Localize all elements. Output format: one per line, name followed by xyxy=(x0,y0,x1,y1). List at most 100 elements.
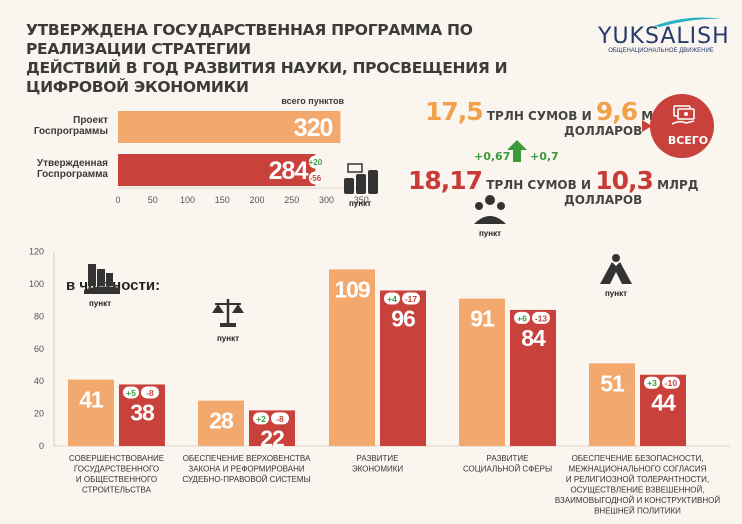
y-tick-label: 20 xyxy=(34,409,44,419)
icon-label: пункт xyxy=(349,199,371,208)
summary-unit: ДОЛЛАРОВ xyxy=(564,193,643,207)
logo-swoosh-icon xyxy=(654,17,722,27)
x-tick-label: 150 xyxy=(215,195,230,205)
category-label: ОБЕСПЕЧЕНИЕ БЕЗОПАСНОСТИ, xyxy=(572,454,704,463)
change-minus-bubble xyxy=(308,171,322,185)
up-arrow-icon xyxy=(507,140,527,162)
bar-value-label: 96 xyxy=(391,305,415,331)
category-label: СОЦИАЛЬНОЙ СФЕРЫ xyxy=(463,465,552,474)
x-tick-label: 250 xyxy=(284,195,299,205)
icon-label: пункт xyxy=(217,334,239,343)
change-minus-bubble xyxy=(662,376,680,389)
bar-project xyxy=(329,269,375,446)
x-tick-label: 200 xyxy=(249,195,264,205)
category-label: Госпрограмма xyxy=(37,169,108,180)
category-label: МЕЖНАЦИОНАЛЬНОГО СОГЛАСИЯ xyxy=(569,465,707,474)
bar-value-label: 44 xyxy=(651,390,676,416)
change-minus-bubble xyxy=(532,311,550,324)
x-tick-label: 100 xyxy=(180,195,195,205)
y-tick-label: 40 xyxy=(34,376,44,386)
change-minus-label: -10 xyxy=(665,378,678,388)
category-label: ЭКОНОМИКИ xyxy=(352,465,404,474)
icon-label: пункт xyxy=(479,229,501,238)
summary-value: 17,5 xyxy=(425,97,484,126)
bar-approved xyxy=(119,384,165,446)
building-hand-icon xyxy=(84,264,120,294)
summary-value: 10,3 xyxy=(595,166,654,195)
bar-value-label: 320 xyxy=(294,114,333,142)
change-plus-label: +20 xyxy=(309,158,323,167)
category-label: Утвержденная xyxy=(37,158,108,169)
change-plus-bubble xyxy=(514,311,530,324)
bar-value-label: 41 xyxy=(79,387,104,413)
change-plus-label: +6 xyxy=(517,313,527,323)
x-tick-label: 300 xyxy=(319,195,334,205)
icon-label: пункт xyxy=(605,289,627,298)
bar-value-label: 28 xyxy=(209,408,234,434)
summary-delta: +0,7 xyxy=(530,150,559,163)
category-label: СУДЕБНО-ПРАВОВОЙ СИСТЕМЫ xyxy=(182,475,310,484)
bar-project xyxy=(68,379,114,446)
money-hand-icon xyxy=(671,105,695,125)
logo-name: YUKSALISH xyxy=(598,24,730,49)
change-minus-bubble xyxy=(271,412,289,425)
summary-unit: ДОЛЛАРОВ xyxy=(564,124,643,138)
category-label: Проект xyxy=(73,115,108,126)
category-label: И ОБЩЕСТВЕННОГО xyxy=(76,475,157,484)
category-label: Госпрограммы xyxy=(34,126,108,137)
page-title: УТВЕРЖДЕНА ГОСУДАРСТВЕННАЯ ПРОГРАММА ПО … xyxy=(26,21,586,97)
hbar xyxy=(118,111,341,143)
chart-header: всего пунктов xyxy=(281,96,344,106)
x-tick-label: 350 xyxy=(354,195,369,205)
y-tick-label: 60 xyxy=(34,344,44,354)
change-minus-label: -8 xyxy=(146,388,154,398)
bar-value-label: 22 xyxy=(260,425,284,451)
summary-block: 17,5 ТРЛН СУМОВ И 9,6 МЛРД ДОЛЛАРОВ +0,6… xyxy=(400,94,740,214)
change-plus-bubble xyxy=(644,376,660,389)
scales-icon xyxy=(212,299,244,327)
category-label: СОВЕРШЕНСТВОВАНИЕ xyxy=(69,454,164,463)
y-tick-label: 0 xyxy=(39,441,44,451)
bar-approved xyxy=(510,309,556,446)
bar-value-label: 38 xyxy=(130,399,155,425)
hands-icon xyxy=(600,254,632,284)
change-plus-bubble xyxy=(384,292,400,305)
bar-project xyxy=(459,298,505,446)
bar-value-label: 284 xyxy=(269,157,309,185)
change-minus-bubble xyxy=(402,292,420,305)
summary-unit: ТРЛН СУМОВ И xyxy=(486,109,592,123)
category-label: И РЕЛИГИОЗНОЙ ТОЛЕРАНТНОСТИ, xyxy=(566,475,709,484)
summary-unit: ТРЛН СУМОВ И xyxy=(486,178,592,192)
logo-subtitle: ОБЩЕНАЦИОНАЛЬНОЕ ДВИЖЕНИЕ xyxy=(608,48,714,54)
page-title-line: ДЕЙСТВИЙ В ГОД РАЗВИТИЯ НАУКИ, ПРОСВЕЩЕН… xyxy=(26,59,508,96)
badge-label: ВСЕГО xyxy=(667,134,709,147)
change-plus-label: +2 xyxy=(256,414,266,424)
category-label: ВЗАИМОВЫГОДНОЙ И КОНСТРУКТИВНОЙ xyxy=(555,496,720,505)
category-label: ОСУЩЕСТВЛЕНИЕ ВЗВЕШЕННОЙ, xyxy=(571,486,705,495)
bar-project xyxy=(589,363,635,446)
y-tick-label: 120 xyxy=(29,247,44,257)
category-label: ОБЕСПЕЧЕНИЕ ВЕРХОВЕНСТВА xyxy=(183,454,311,463)
change-minus-label: -13 xyxy=(535,313,548,323)
bar-project xyxy=(198,400,244,446)
category-label: ВНЕШНЕЙ ПОЛИТИКИ xyxy=(594,507,681,516)
change-plus-bubble xyxy=(253,412,269,425)
change-plus-label: +4 xyxy=(387,294,397,304)
icon-label: пункт xyxy=(89,299,111,308)
bar-value-label: 51 xyxy=(600,370,625,396)
change-minus-label: -17 xyxy=(405,294,418,304)
page-title-line: УТВЕРЖДЕНА ГОСУДАРСТВЕННАЯ ПРОГРАММА ПО … xyxy=(26,21,473,58)
total-badge: ВСЕГО xyxy=(642,94,714,158)
change-plus-label: +5 xyxy=(126,388,136,398)
summary-unit: МЛРД xyxy=(657,178,699,192)
change-plus-label: +3 xyxy=(647,378,657,388)
summary-line-2: 18,17 ТРЛН СУМОВ И 10,3 МЛРД xyxy=(408,166,698,195)
category-label: ЗАКОНА И РЕФОРМИРОВАНИ xyxy=(188,465,304,474)
bar-approved xyxy=(380,290,426,446)
summary-value: 18,17 xyxy=(408,166,483,195)
summary-value: 9,6 xyxy=(595,97,638,126)
bar-value-label: 91 xyxy=(470,306,495,332)
category-label: СТРОИТЕЛЬСТВА xyxy=(82,486,152,495)
bar-value-label: 109 xyxy=(334,276,370,302)
change-plus-bubble xyxy=(123,386,139,399)
